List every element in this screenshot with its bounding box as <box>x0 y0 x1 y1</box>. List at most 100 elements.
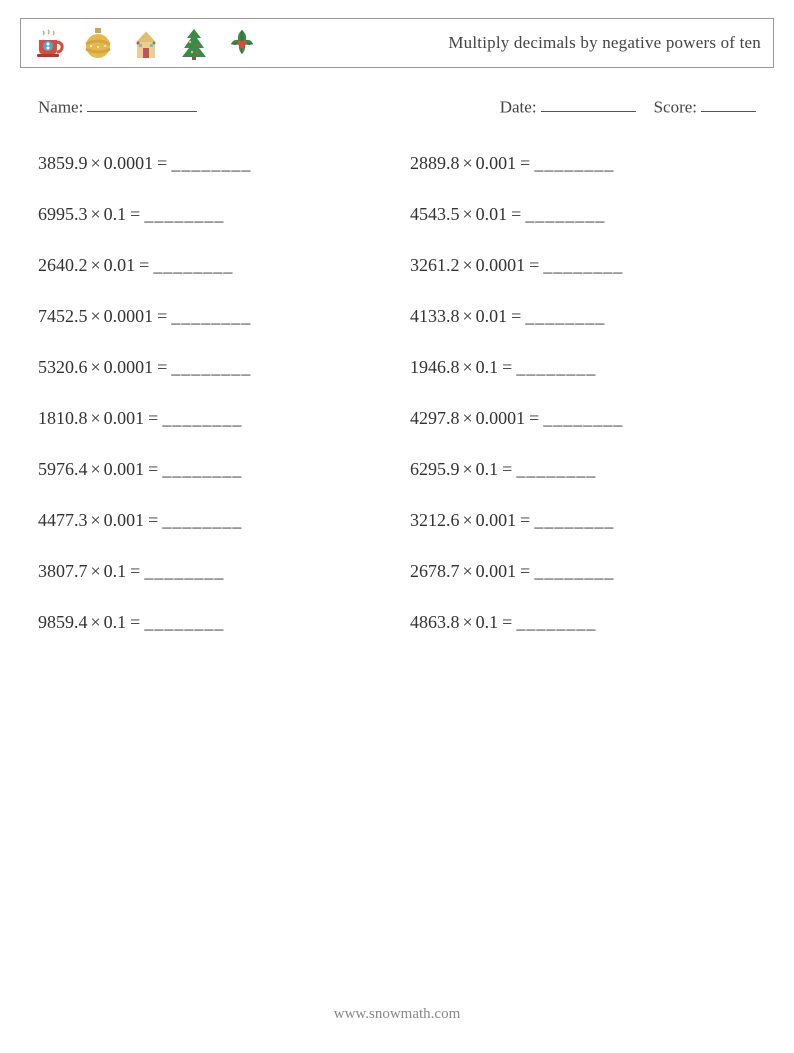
name-label: Name: <box>38 97 83 116</box>
operand-b: 0.1 <box>476 612 499 632</box>
operand-a: 5320.6 <box>38 357 88 377</box>
problem: 4543.5×0.01=________ <box>410 204 756 225</box>
answer-blank[interactable]: ________ <box>144 612 224 632</box>
answer-blank[interactable]: ________ <box>171 306 251 326</box>
problem: 4477.3×0.001=________ <box>38 510 384 531</box>
operand-a: 4543.5 <box>410 204 460 224</box>
date-blank[interactable] <box>541 96 636 112</box>
score-label: Score: <box>654 97 697 116</box>
name-field: Name: <box>38 96 197 117</box>
operand-b: 0.001 <box>104 408 145 428</box>
problem: 4297.8×0.0001=________ <box>410 408 756 429</box>
answer-blank[interactable]: ________ <box>543 255 623 275</box>
multiply-sign: × <box>460 408 476 428</box>
equals-sign: = <box>498 612 516 632</box>
operand-a: 3212.6 <box>410 510 460 530</box>
equals-sign: = <box>144 408 162 428</box>
answer-blank[interactable]: ________ <box>525 306 605 326</box>
answer-blank[interactable]: ________ <box>534 561 614 581</box>
multiply-sign: × <box>460 306 476 326</box>
answer-blank[interactable]: ________ <box>144 561 224 581</box>
answer-blank[interactable]: ________ <box>162 510 242 530</box>
equals-sign: = <box>516 510 534 530</box>
multiply-sign: × <box>460 204 476 224</box>
holly-icon <box>225 26 259 60</box>
christmas-tree-icon <box>177 26 211 60</box>
operand-a: 5976.4 <box>38 459 88 479</box>
equals-sign: = <box>135 255 153 275</box>
answer-blank[interactable]: ________ <box>534 510 614 530</box>
operand-b: 0.0001 <box>476 408 526 428</box>
equals-sign: = <box>525 408 543 428</box>
equals-sign: = <box>144 459 162 479</box>
operand-a: 7452.5 <box>38 306 88 326</box>
operand-a: 4863.8 <box>410 612 460 632</box>
operand-b: 0.001 <box>104 510 145 530</box>
multiply-sign: × <box>460 612 476 632</box>
equals-sign: = <box>507 306 525 326</box>
operand-a: 3859.9 <box>38 153 88 173</box>
operand-a: 6995.3 <box>38 204 88 224</box>
operand-b: 0.01 <box>476 204 508 224</box>
operand-a: 3261.2 <box>410 255 460 275</box>
worksheet-page: Multiply decimals by negative powers of … <box>0 0 794 1053</box>
answer-blank[interactable]: ________ <box>516 357 596 377</box>
problem: 2889.8×0.001=________ <box>410 153 756 174</box>
answer-blank[interactable]: ________ <box>144 204 224 224</box>
equals-sign: = <box>516 153 534 173</box>
name-blank[interactable] <box>87 96 197 112</box>
answer-blank[interactable]: ________ <box>162 459 242 479</box>
problem: 6295.9×0.1=________ <box>410 459 756 480</box>
operand-a: 2889.8 <box>410 153 460 173</box>
problem: 3859.9×0.0001=________ <box>38 153 384 174</box>
answer-blank[interactable]: ________ <box>516 612 596 632</box>
answer-blank[interactable]: ________ <box>171 153 251 173</box>
multiply-sign: × <box>88 612 104 632</box>
footer-text: www.snowmath.com <box>0 1006 794 1023</box>
answer-blank[interactable]: ________ <box>534 153 614 173</box>
operand-a: 1946.8 <box>410 357 460 377</box>
answer-blank[interactable]: ________ <box>543 408 623 428</box>
score-field: Score: <box>654 96 756 117</box>
operand-b: 0.1 <box>476 459 499 479</box>
multiply-sign: × <box>88 561 104 581</box>
equals-sign: = <box>153 306 171 326</box>
multiply-sign: × <box>460 153 476 173</box>
worksheet-title: Multiply decimals by negative powers of … <box>448 33 761 53</box>
score-blank[interactable] <box>701 96 756 112</box>
coffee-cup-icon <box>33 26 67 60</box>
operand-b: 0.01 <box>104 255 136 275</box>
multiply-sign: × <box>88 153 104 173</box>
answer-blank[interactable]: ________ <box>153 255 233 275</box>
answer-blank[interactable]: ________ <box>516 459 596 479</box>
multiply-sign: × <box>460 255 476 275</box>
operand-a: 1810.8 <box>38 408 88 428</box>
answer-blank[interactable]: ________ <box>171 357 251 377</box>
operand-b: 0.0001 <box>476 255 526 275</box>
equals-sign: = <box>498 357 516 377</box>
equals-sign: = <box>507 204 525 224</box>
ornament-icon <box>81 26 115 60</box>
operand-b: 0.1 <box>104 612 127 632</box>
date-field: Date: <box>500 96 636 117</box>
operand-b: 0.0001 <box>104 357 154 377</box>
equals-sign: = <box>144 510 162 530</box>
multiply-sign: × <box>460 510 476 530</box>
operand-b: 0.001 <box>476 510 517 530</box>
problem: 3261.2×0.0001=________ <box>410 255 756 276</box>
equals-sign: = <box>516 561 534 581</box>
problem: 4133.8×0.01=________ <box>410 306 756 327</box>
operand-b: 0.1 <box>104 204 127 224</box>
answer-blank[interactable]: ________ <box>162 408 242 428</box>
problem: 1810.8×0.001=________ <box>38 408 384 429</box>
answer-blank[interactable]: ________ <box>525 204 605 224</box>
operand-b: 0.01 <box>476 306 508 326</box>
problem: 2640.2×0.01=________ <box>38 255 384 276</box>
problem: 5976.4×0.001=________ <box>38 459 384 480</box>
multiply-sign: × <box>88 510 104 530</box>
equals-sign: = <box>126 612 144 632</box>
multiply-sign: × <box>88 255 104 275</box>
header-box: Multiply decimals by negative powers of … <box>20 18 774 68</box>
problems-grid: 3859.9×0.0001=________2889.8×0.001=_____… <box>38 153 756 633</box>
equals-sign: = <box>153 357 171 377</box>
